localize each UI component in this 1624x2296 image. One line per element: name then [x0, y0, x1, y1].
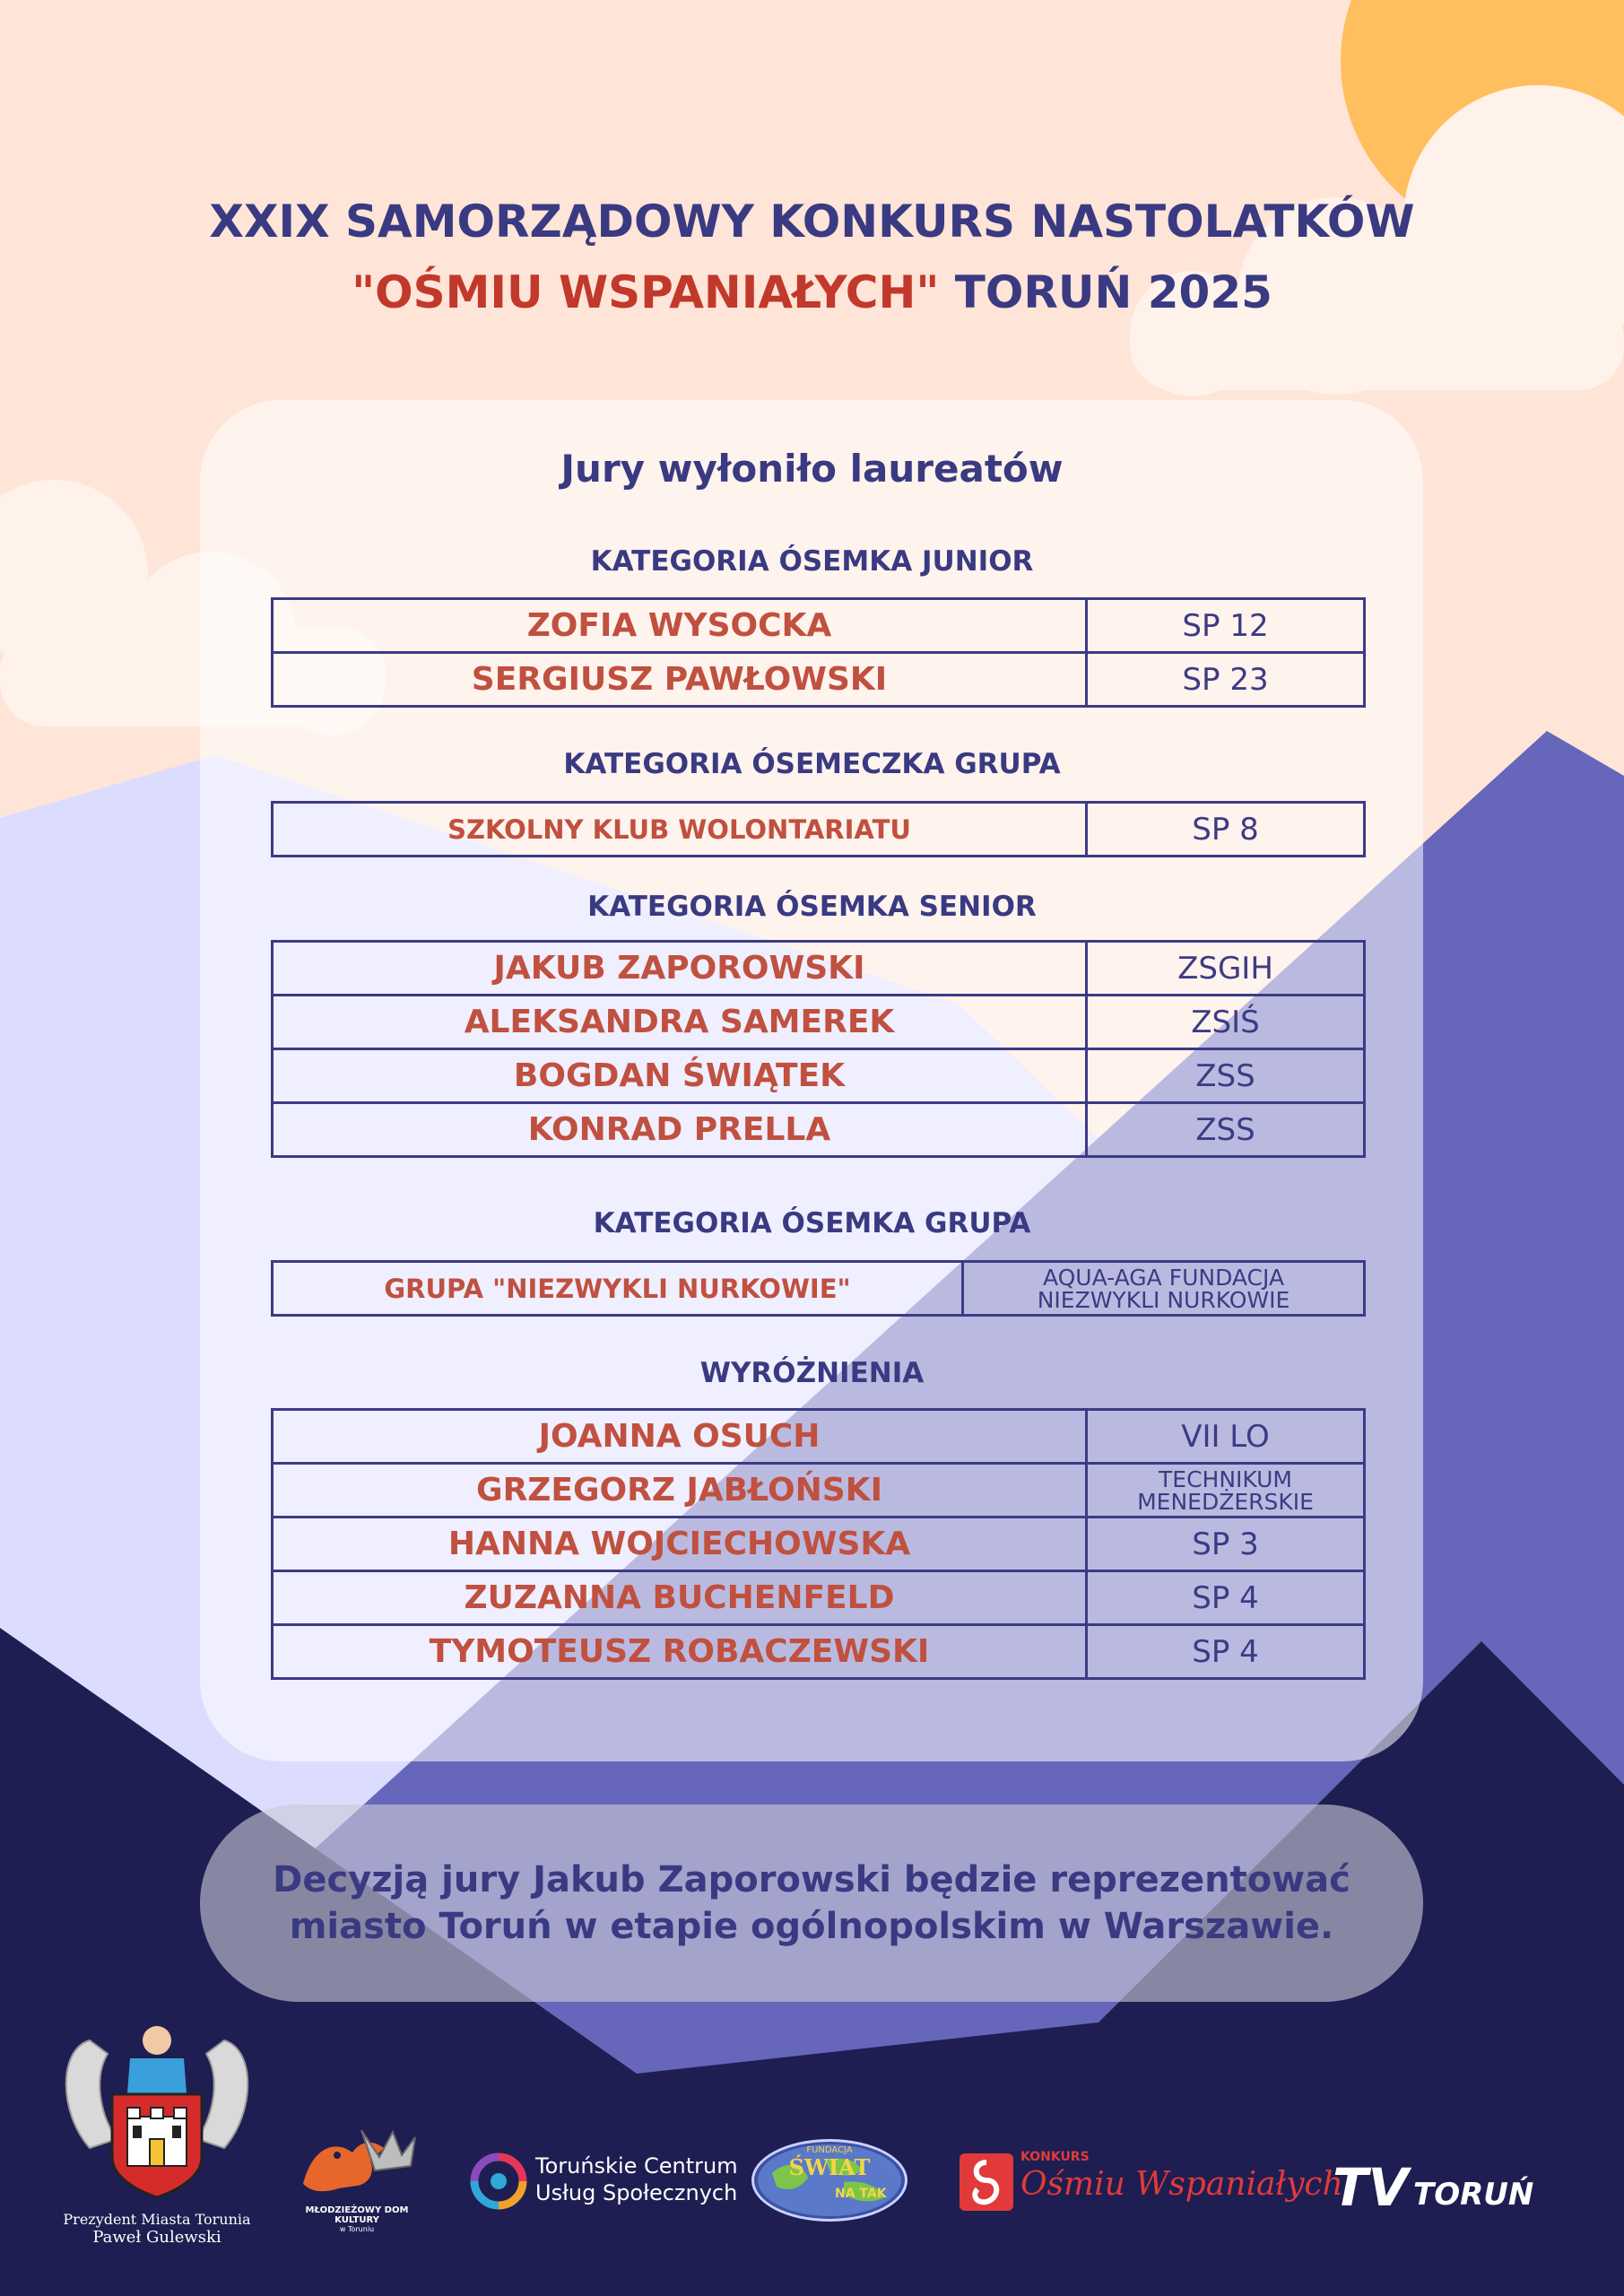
tv-city-text: TORUŃ: [1413, 2177, 1534, 2213]
laureate-school: SP 23: [1085, 651, 1366, 708]
president-caption-line1: Prezydent Miasta Torunia: [63, 2211, 251, 2228]
laureate-name: ALEKSANDRA SAMEREK: [271, 994, 1088, 1050]
laureate-name: GRZEGORZ JABŁOŃSKI: [271, 1462, 1088, 1518]
table-row: ALEKSANDRA SAMEREK ZSIŚ: [271, 994, 1366, 1050]
president-logo: Prezydent Miasta Torunia Paweł Gulewski: [54, 2013, 260, 2247]
laureate-name: HANNA WOJCIECHOWSKA: [271, 1516, 1088, 1572]
world-map-icon: [758, 2144, 901, 2216]
school-line: NIEZWYKLI NURKOWIE: [1037, 1286, 1290, 1313]
fundacja-tak-text: NA TAK: [835, 2187, 887, 2201]
table-row: ZOFIA WYSOCKA SP 12: [271, 597, 1366, 654]
mdk-caption-line1: MŁODZIEŻOWY DOM KULTURY: [305, 2205, 409, 2225]
laureate-name: ZOFIA WYSOCKA: [271, 597, 1088, 654]
mdk-caption-line2: w Toruniu: [339, 2225, 375, 2233]
laureate-school: ZSIŚ: [1085, 994, 1366, 1050]
title-contest-name: "OŚMIU WSPANIAŁYCH": [352, 266, 940, 318]
laureate-school: SP 8: [1085, 801, 1366, 857]
table-row: BOGDAN ŚWIĄTEK ZSS: [271, 1048, 1366, 1104]
president-caption-line2: Paweł Gulewski: [92, 2228, 221, 2247]
jury-decision-note: Decyzją jury Jakub Zaporowski będzie rep…: [200, 1805, 1423, 2002]
fundacja-small-text: FUNDACJA: [806, 2145, 853, 2155]
laureate-school: ZSS: [1085, 1101, 1366, 1158]
laureate-school: SP 4: [1085, 1570, 1366, 1626]
results-table-junior: ZOFIA WYSOCKA SP 12 SERGIUSZ PAWŁOWSKI S…: [271, 597, 1366, 708]
results-table-senior: JAKUB ZAPOROWSKI ZSGIH ALEKSANDRA SAMERE…: [271, 940, 1366, 1158]
note-text: Decyzją jury Jakub Zaporowski będzie rep…: [273, 1857, 1350, 1950]
mdk-horse-icon: [303, 2129, 416, 2192]
page-title-line1: XXIX SAMORZĄDOWY KONKURS NASTOLATKÓW: [0, 196, 1624, 248]
results-table-grupa: GRUPA "NIEZWYKLI NURKOWIE" AQUA-AGA FUND…: [271, 1260, 1366, 1317]
laureate-school: SP 12: [1085, 597, 1366, 654]
laureate-name: JAKUB ZAPOROWSKI: [271, 940, 1088, 996]
table-row: SERGIUSZ PAWŁOWSKI SP 23: [271, 651, 1366, 708]
tv-torun-logo: TV TORUŃ: [1333, 2157, 1548, 2220]
laureate-name: SZKOLNY KLUB WOLONTARIATU: [271, 801, 1088, 857]
table-row: GRUPA "NIEZWYKLI NURKOWIE" AQUA-AGA FUND…: [271, 1260, 1366, 1317]
table-row: ZUZANNA BUCHENFELD SP 4: [271, 1570, 1366, 1626]
table-row: SZKOLNY KLUB WOLONTARIATU SP 8: [271, 801, 1366, 857]
tcus-ring-icon: [470, 2152, 527, 2210]
laureate-school: ZSS: [1085, 1048, 1366, 1104]
laureate-name: TYMOTEUSZ ROBACZEWSKI: [271, 1623, 1088, 1680]
school-line: AQUA-AGA FUNDACJA: [1042, 1264, 1285, 1291]
laureate-name: KONRAD PRELLA: [271, 1101, 1088, 1158]
konkurs-emblem-icon: [960, 2153, 1013, 2211]
table-row: TYMOTEUSZ ROBACZEWSKI SP 4: [271, 1623, 1366, 1680]
category-title: KATEGORIA ÓSEMKA SENIOR: [587, 891, 1037, 923]
laureate-school: TECHNIKUM MENEDŻERSKIE: [1085, 1462, 1366, 1518]
results-table-wyroznienia: JOANNA OSUCH VII LO GRZEGORZ JABŁOŃSKI T…: [271, 1408, 1366, 1680]
card-heading: Jury wyłoniło laureatów: [560, 447, 1064, 491]
laureate-name: BOGDAN ŚWIĄTEK: [271, 1048, 1088, 1104]
coat-of-arms-icon: [65, 2026, 249, 2199]
results-table-osemeczka: SZKOLNY KLUB WOLONTARIATU SP 8: [271, 801, 1366, 857]
note-line2: miasto Toruń w etapie ogólnopolskim w Wa…: [289, 1906, 1334, 1947]
table-row: GRZEGORZ JABŁOŃSKI TECHNIKUM MENEDŻERSKI…: [271, 1462, 1366, 1518]
laureate-name: ZUZANNA BUCHENFELD: [271, 1570, 1088, 1626]
mountain-dark: [0, 1628, 1624, 2296]
laureate-name: JOANNA OSUCH: [271, 1408, 1088, 1465]
category-title: KATEGORIA ÓSEMKA GRUPA: [593, 1207, 1031, 1239]
category-title: KATEGORIA ÓSEMKA JUNIOR: [590, 545, 1034, 578]
title-text: XXIX SAMORZĄDOWY KONKURS NASTOLATKÓW: [209, 196, 1415, 248]
category-title: KATEGORIA ÓSEMECZKA GRUPA: [563, 748, 1061, 780]
konkurs-logo: KONKURS Ośmiu Wspaniałych: [960, 2148, 1343, 2220]
category-title: WYRÓŻNIENIA: [699, 1357, 925, 1389]
laureate-school: AQUA-AGA FUNDACJA NIEZWYKLI NURKOWIE: [961, 1260, 1366, 1317]
tcus-caption-line2: Usług Społecznych: [535, 2180, 738, 2205]
note-line1: Decyzją jury Jakub Zaporowski będzie rep…: [273, 1859, 1350, 1900]
mdk-logo: MŁODZIEŻOWY DOM KULTURY w Toruniu: [285, 2121, 429, 2233]
fundacja-logo: FUNDACJA ŚWIAT NA TAK: [751, 2139, 908, 2222]
laureate-school: SP 3: [1085, 1516, 1366, 1572]
tcus-logo: Toruńskie Centrum Usług Społecznych: [469, 2148, 738, 2215]
table-row: JOANNA OSUCH VII LO: [271, 1408, 1366, 1465]
laureate-school: VII LO: [1085, 1408, 1366, 1465]
laureate-school: SP 4: [1085, 1623, 1366, 1680]
konkurs-small-text: KONKURS: [1020, 2150, 1090, 2164]
tv-text: TV: [1333, 2157, 1409, 2218]
laureate-name: SERGIUSZ PAWŁOWSKI: [271, 651, 1088, 708]
school-line: MENEDŻERSKIE: [1137, 1488, 1314, 1515]
laureate-name: GRUPA "NIEZWYKLI NURKOWIE": [271, 1260, 964, 1317]
laureate-school: ZSGIH: [1085, 940, 1366, 996]
cloud-top-right: [1130, 85, 1624, 396]
school-line: TECHNIKUM: [1159, 1465, 1292, 1492]
table-row: KONRAD PRELLA ZSS: [271, 1101, 1366, 1158]
tcus-caption-line1: Toruńskie Centrum: [535, 2153, 738, 2179]
table-row: JAKUB ZAPOROWSKI ZSGIH: [271, 940, 1366, 996]
table-row: HANNA WOJCIECHOWSKA SP 3: [271, 1516, 1366, 1572]
fundacja-main-text: ŚWIAT: [788, 2154, 871, 2180]
page-title-line2: "OŚMIU WSPANIAŁYCH" TORUŃ 2025: [0, 266, 1624, 318]
konkurs-main-text: Ośmiu Wspaniałych: [1020, 2166, 1343, 2203]
title-city-year: TORUŃ 2025: [939, 266, 1272, 318]
